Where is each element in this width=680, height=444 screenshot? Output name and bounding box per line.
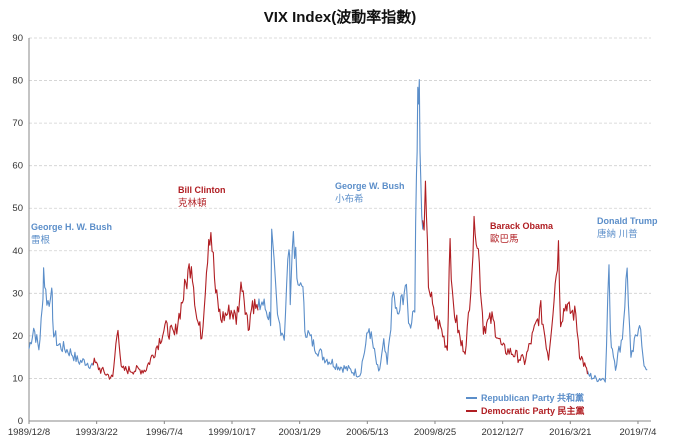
legend-label: Democratic Party 民主黨	[481, 405, 585, 416]
y-tick-label: 60	[12, 161, 23, 172]
series-line-democratic	[92, 231, 259, 380]
x-tick-label: 2019/7/4	[619, 427, 656, 438]
x-tick-label: 2016/3/21	[549, 427, 591, 438]
x-tick-label: 1989/12/8	[8, 427, 50, 438]
x-tick-label: 2012/12/7	[482, 427, 524, 438]
y-tick-label: 90	[12, 33, 23, 44]
president-name-zh: 雷根	[31, 234, 51, 246]
president-name-en: George W. Bush	[335, 181, 405, 191]
y-tick-label: 40	[12, 246, 23, 257]
axes	[28, 38, 651, 422]
president-name-zh: 小布希	[335, 193, 364, 205]
president-name-zh: 唐納 川普	[597, 228, 638, 240]
x-tick-label: 2009/8/25	[414, 427, 456, 438]
y-axis-ticks: 0 10 20 30 40 50 60 70 80 90	[12, 33, 23, 427]
y-tick-label: 80	[12, 76, 23, 87]
series-line-republican	[257, 79, 424, 378]
series-line-republican	[586, 264, 648, 383]
y-tick-label: 50	[12, 203, 23, 214]
president-name-zh: 歐巴馬	[490, 233, 519, 245]
x-axis-ticks: 1989/12/8 1993/3/22 1996/7/4 1999/10/17 2003…	[8, 421, 656, 438]
x-tick-label: 1999/10/17	[208, 427, 256, 438]
president-name-zh: 克林頓	[178, 197, 207, 209]
series-lines	[28, 79, 648, 383]
president-annotations: George H. W. Bush 雷根 Bill Clinton 克林頓 George…	[31, 181, 658, 246]
y-tick-label: 30	[12, 288, 23, 299]
series-line-democratic	[422, 180, 589, 375]
president-name-en: Donald Trump	[597, 216, 658, 226]
y-tick-label: 20	[12, 331, 23, 342]
y-tick-label: 70	[12, 118, 23, 129]
x-tick-label: 2003/1/29	[279, 427, 321, 438]
gridlines	[29, 37, 651, 379]
x-tick-label: 1993/3/22	[76, 427, 118, 438]
series-line-republican	[28, 267, 94, 370]
legend: Republican Party 共和黨 Democratic Party 民主黨	[466, 392, 585, 416]
legend-label: Republican Party 共和黨	[481, 392, 584, 403]
y-tick-label: 10	[12, 373, 23, 384]
president-name-en: Barack Obama	[490, 221, 554, 231]
x-tick-label: 1996/7/4	[146, 427, 183, 438]
president-name-en: George H. W. Bush	[31, 222, 112, 232]
president-name-en: Bill Clinton	[178, 185, 226, 195]
y-tick-label: 0	[18, 416, 23, 427]
x-tick-label: 2006/5/13	[346, 427, 388, 438]
chart-title: VIX Index(波動率指數)	[264, 8, 417, 26]
